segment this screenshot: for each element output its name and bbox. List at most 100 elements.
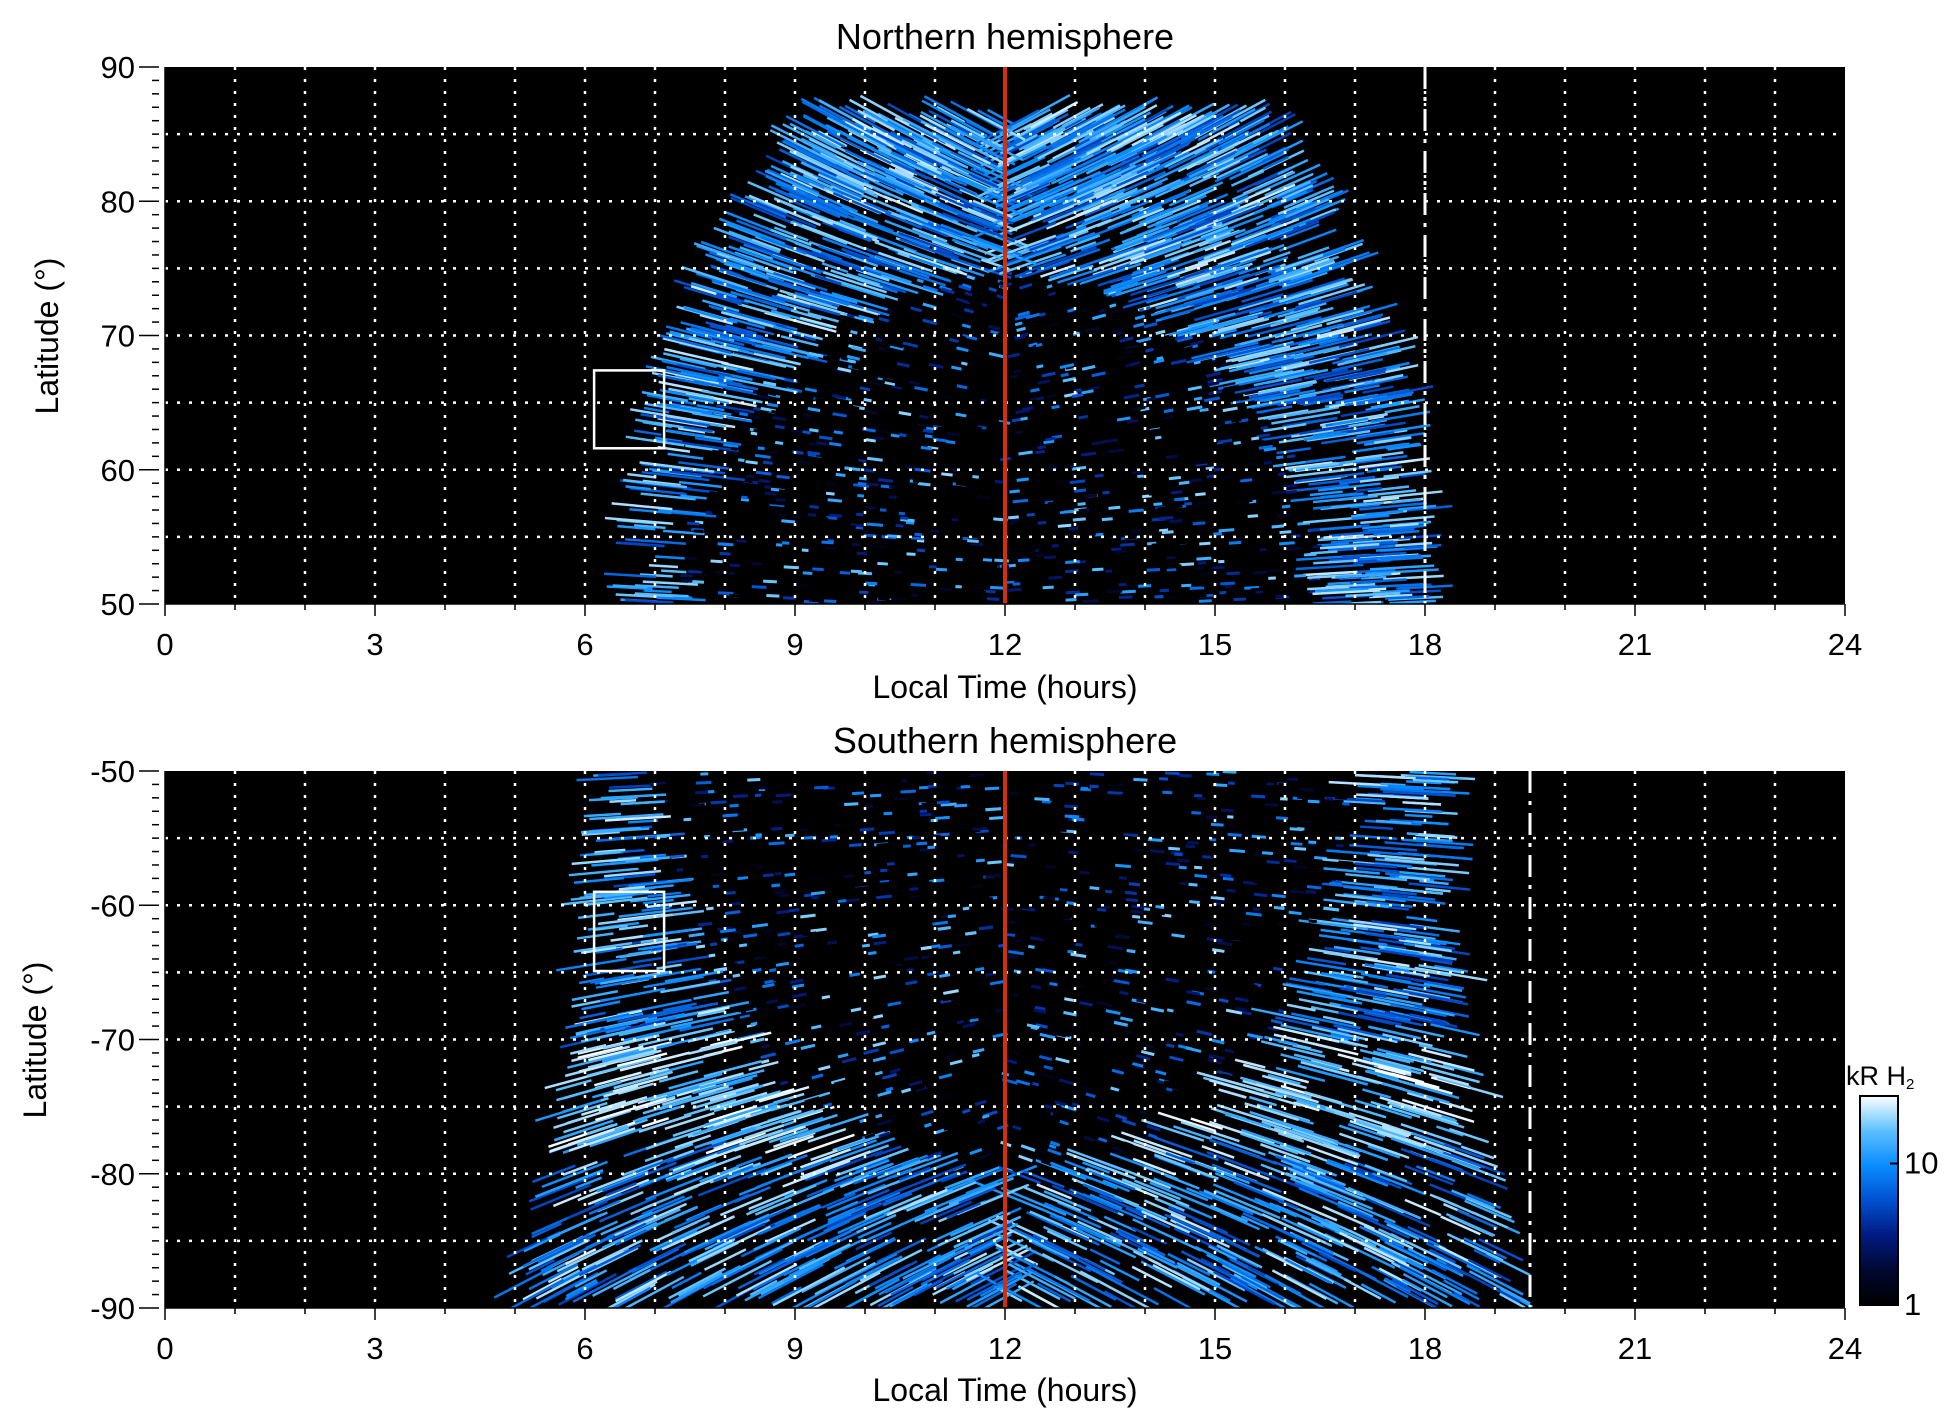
emission-streak — [1041, 558, 1051, 563]
emission-streak — [705, 1131, 766, 1155]
emission-streak — [1063, 824, 1072, 828]
emission-streak — [882, 1192, 913, 1207]
emission-streak — [960, 874, 971, 879]
emission-streak — [1231, 246, 1270, 262]
emission-streak — [1043, 903, 1059, 909]
emission-streak — [1026, 1023, 1040, 1030]
emission-streak — [770, 124, 845, 163]
emission-streak — [1165, 1174, 1200, 1190]
emission-streak — [1201, 1145, 1235, 1159]
emission-streak — [1034, 1005, 1046, 1011]
emission-streak — [921, 802, 936, 806]
emission-streak — [1165, 454, 1178, 460]
emission-streak — [936, 800, 950, 805]
emission-streak — [642, 580, 698, 586]
emission-streak — [528, 1262, 579, 1291]
emission-streak — [638, 1027, 714, 1047]
emission-streak — [1371, 410, 1431, 423]
emission-streak — [1341, 421, 1406, 435]
emission-streak — [1123, 1141, 1134, 1148]
emission-streak — [877, 1285, 914, 1308]
emission-streak — [974, 193, 1028, 218]
emission-streak — [839, 571, 851, 575]
emission-streak — [1007, 303, 1019, 310]
emission-streak — [864, 110, 936, 150]
emission-streak — [980, 548, 993, 553]
emission-streak — [984, 523, 999, 528]
emission-streak — [808, 1004, 816, 1010]
emission-streak — [564, 1248, 597, 1266]
emission-streak — [587, 1045, 644, 1062]
emission-streak — [566, 1200, 608, 1220]
emission-streak — [951, 312, 964, 319]
emission-streak — [1022, 406, 1034, 411]
emission-streak — [641, 470, 710, 482]
emission-streak — [612, 1268, 651, 1291]
emission-streak — [717, 591, 734, 596]
emission-streak — [1037, 445, 1047, 450]
emission-streak — [782, 541, 790, 545]
emission-streak — [812, 567, 824, 572]
emission-streak — [1182, 226, 1219, 242]
emission-streak — [1047, 849, 1055, 853]
emission-streak — [1287, 777, 1299, 781]
emission-streak — [1332, 346, 1399, 365]
emission-streak — [1310, 580, 1322, 584]
emission-streak — [872, 347, 887, 354]
emission-streak — [572, 1266, 638, 1303]
emission-streak — [839, 1021, 853, 1028]
emission-streak — [1084, 437, 1092, 442]
emission-streak — [937, 466, 945, 471]
emission-streak — [779, 893, 790, 898]
emission-streak — [1107, 944, 1124, 951]
emission-streak — [805, 290, 850, 307]
emission-streak — [1100, 952, 1109, 958]
emission-streak — [1012, 498, 1029, 504]
emission-streak — [734, 251, 794, 274]
x-tick-label: 0 — [156, 627, 173, 662]
emission-streak — [1037, 379, 1051, 385]
emission-streak — [1084, 445, 1096, 451]
emission-streak — [936, 587, 952, 592]
emission-streak — [1148, 598, 1162, 602]
emission-streak — [1167, 147, 1210, 170]
emission-streak — [964, 486, 979, 491]
emission-streak — [927, 416, 941, 422]
emission-streak — [1111, 913, 1125, 918]
emission-streak — [865, 438, 876, 443]
emission-streak — [1141, 104, 1190, 133]
emission-streak — [1187, 1068, 1198, 1074]
emission-streak — [1072, 188, 1126, 213]
emission-streak — [1384, 1240, 1429, 1265]
emission-streak — [759, 422, 774, 428]
emission-streak — [822, 387, 839, 394]
emission-streak — [729, 317, 766, 330]
emission-streak — [1406, 780, 1442, 785]
emission-streak — [1051, 187, 1112, 215]
emission-streak — [917, 422, 925, 427]
emission-streak — [1165, 977, 1180, 983]
emission-streak — [721, 361, 754, 372]
emission-streak — [753, 213, 787, 229]
emission-streak — [750, 431, 758, 436]
emission-streak — [1011, 517, 1020, 522]
x-tick-label: 3 — [366, 627, 383, 662]
emission-streak — [1173, 985, 1185, 991]
emission-streak — [777, 1004, 789, 1010]
emission-streak — [764, 810, 780, 815]
emission-streak — [586, 1055, 662, 1078]
emission-streak — [922, 428, 934, 434]
emission-streak — [1014, 332, 1029, 340]
emission-streak — [1209, 568, 1219, 572]
emission-streak — [1240, 396, 1250, 401]
emission-streak — [1379, 949, 1454, 963]
emission-streak — [716, 480, 726, 485]
emission-streak — [923, 365, 940, 372]
emission-streak — [606, 585, 653, 591]
emission-streak — [1056, 466, 1072, 472]
emission-streak — [1086, 121, 1148, 156]
emission-streak — [575, 1026, 602, 1035]
emission-streak — [802, 571, 813, 575]
emission-streak — [1131, 594, 1144, 598]
emission-streak — [614, 1202, 688, 1237]
